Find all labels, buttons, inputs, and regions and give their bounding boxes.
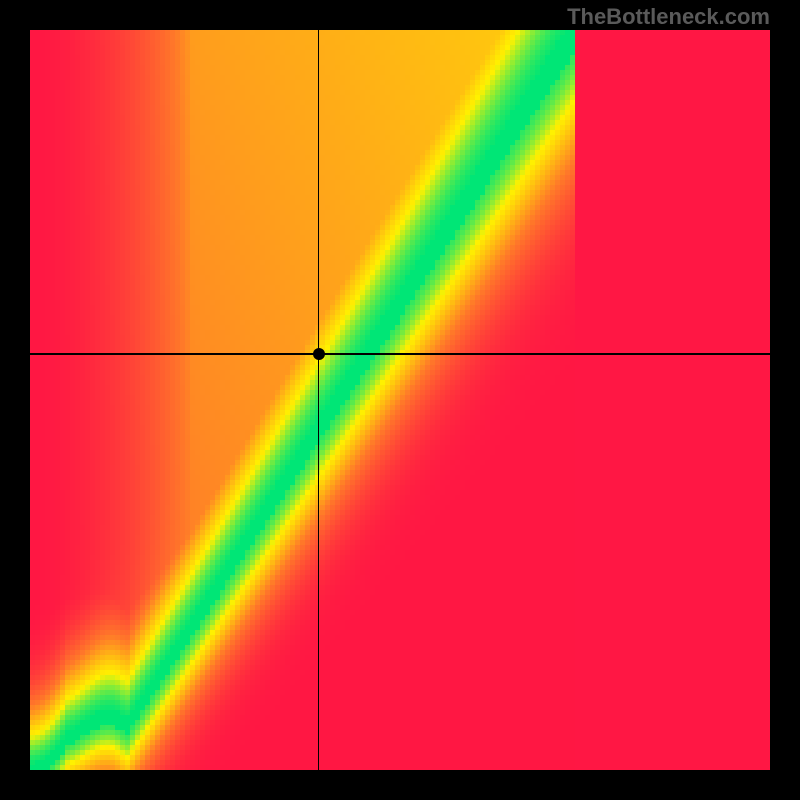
heatmap-canvas: [30, 30, 770, 770]
chart-container: TheBottleneck.com: [0, 0, 800, 800]
crosshair-marker: [313, 348, 325, 360]
crosshair-vertical: [318, 30, 320, 770]
crosshair-horizontal: [30, 353, 770, 355]
watermark-text: TheBottleneck.com: [567, 4, 770, 30]
